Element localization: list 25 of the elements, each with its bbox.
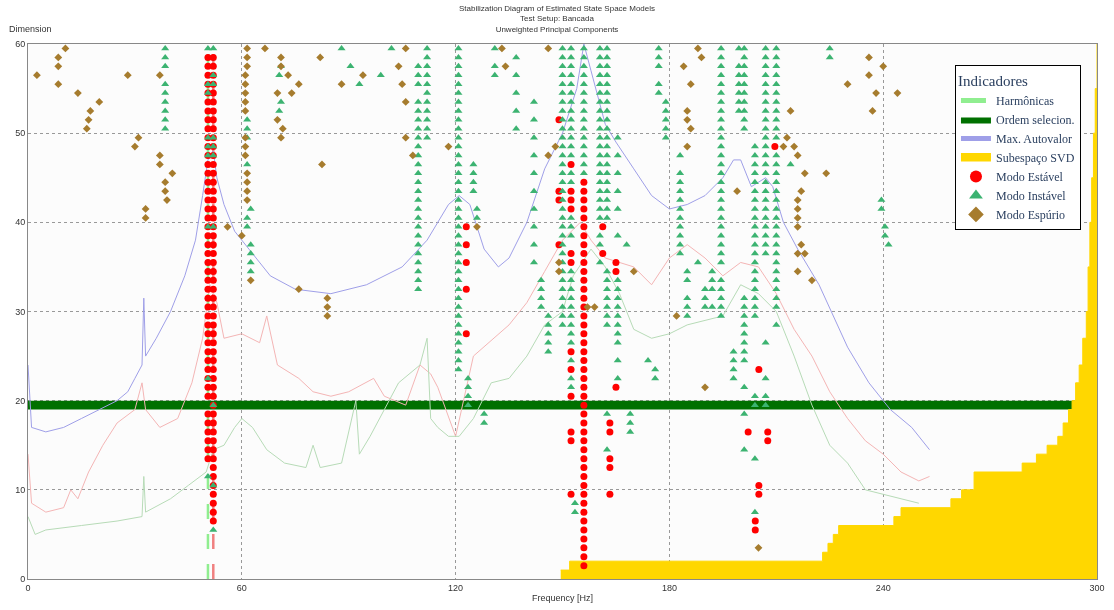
y-tick-label: 10 [15,484,26,495]
y-tick-label: 60 [15,39,26,50]
y-tick-label: 50 [15,128,26,139]
x-tick-label: 60 [236,582,247,593]
legend-label: Harmônicas [995,94,1055,109]
line-series [28,248,920,535]
legend-label: Modo Instável [995,189,1067,204]
x-tick-label: 120 [448,582,464,593]
x-tick-label: 180 [661,582,677,593]
x-tick-label: 240 [875,582,891,593]
y-tick-label: 30 [15,306,26,317]
x-axis-title: Frequency [Hz] [531,592,594,603]
legend-label: Modo Espúrio [995,208,1065,223]
x-tick-label: 300 [1089,582,1105,593]
legend-title: Indicadores [957,72,1029,89]
y-tick-label: 0 [20,574,26,585]
y-tick-label: 40 [15,217,26,228]
chart-title: Stabilization Diagram of Estimated State Space Models Test Setup: Bancada Unweighted Principal Components [458,3,656,34]
legend-label: Modo Estável [995,170,1064,185]
legend-label: Subespaço SVD [995,151,1075,166]
y-axis-title: Dimension [9,24,52,34]
y-tick-label: 20 [15,395,26,406]
legend-label: Max. Autovalor [995,132,1072,147]
legend-label: Ordem selecion. [995,113,1075,128]
line-series [28,44,931,451]
